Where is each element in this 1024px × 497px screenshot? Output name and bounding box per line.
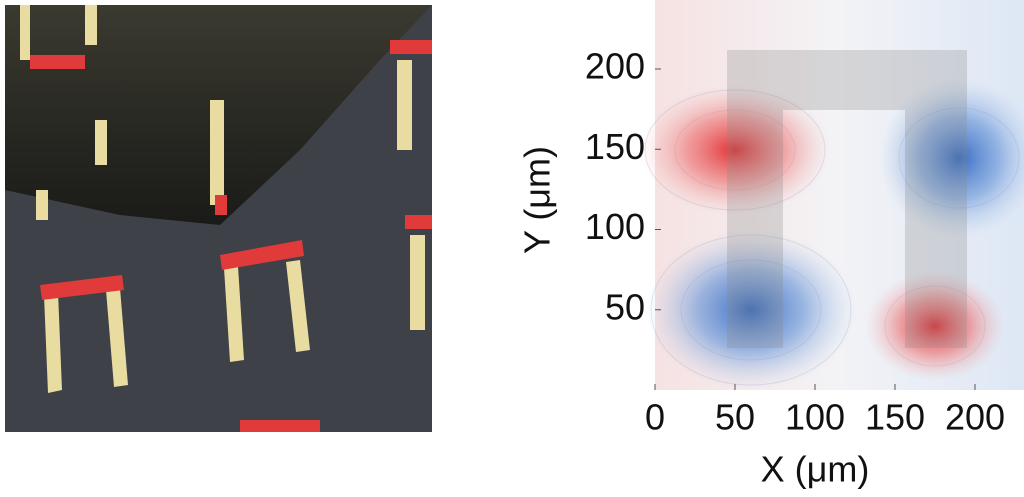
x-tick-label: 0: [645, 397, 665, 438]
y-tick-label: 150: [585, 126, 645, 167]
photo: [5, 5, 432, 432]
y-tick-label: 100: [585, 206, 645, 247]
contour-map: [640, 0, 1024, 390]
x-tick-label: 150: [865, 397, 925, 438]
x-tick-label: 50: [715, 397, 755, 438]
x-tick-label: 100: [785, 397, 845, 438]
x-axis-label: X (μm): [761, 449, 870, 490]
y-axis-label: Y (μm): [517, 146, 558, 254]
y-tick-label: 200: [585, 46, 645, 87]
x-tick-label: 200: [945, 397, 1005, 438]
y-tick-label: 50: [605, 286, 645, 327]
figure: Y (μm) X (μm) 0 50 100 150 200 50 100 150 200: [0, 0, 1024, 497]
